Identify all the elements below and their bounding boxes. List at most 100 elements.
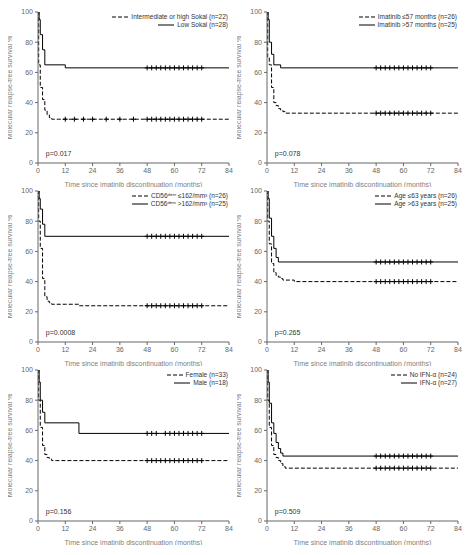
svg-text:84: 84 <box>454 525 462 532</box>
svg-text:40: 40 <box>254 99 262 106</box>
svg-text:72: 72 <box>427 346 435 353</box>
svg-text:Molecular relapse-free surviva: Molecular relapse-free survival % <box>237 36 243 139</box>
svg-text:20: 20 <box>254 487 262 494</box>
svg-text:24: 24 <box>89 346 97 353</box>
svg-text:84: 84 <box>225 167 233 174</box>
svg-text:36: 36 <box>116 525 124 532</box>
svg-text:84: 84 <box>225 346 233 353</box>
svg-text:20: 20 <box>254 308 262 315</box>
svg-text:Molecular relapse-free surviva: Molecular relapse-free survival % <box>237 394 243 497</box>
svg-text:0: 0 <box>29 517 33 524</box>
svg-text:Time since imatinib discontinu: Time since imatinib discontinuation (mon… <box>294 539 432 545</box>
svg-text:0: 0 <box>36 525 40 532</box>
svg-text:12: 12 <box>290 346 298 353</box>
svg-text:36: 36 <box>345 346 353 353</box>
svg-text:12: 12 <box>61 346 69 353</box>
svg-text:Molecular relapse-free surviva: Molecular relapse-free survival % <box>8 36 14 139</box>
svg-text:0: 0 <box>36 167 40 174</box>
svg-text:36: 36 <box>116 167 124 174</box>
svg-text:p=0.156: p=0.156 <box>46 508 72 516</box>
svg-text:80: 80 <box>25 397 33 404</box>
svg-text:72: 72 <box>198 167 206 174</box>
svg-text:72: 72 <box>427 525 435 532</box>
svg-text:12: 12 <box>61 167 69 174</box>
svg-text:Molecular relapse-free surviva: Molecular relapse-free survival % <box>8 215 14 318</box>
svg-text:84: 84 <box>225 525 233 532</box>
svg-text:24: 24 <box>318 167 326 174</box>
svg-text:60: 60 <box>400 346 408 353</box>
svg-text:60: 60 <box>171 346 179 353</box>
svg-text:60: 60 <box>254 248 262 255</box>
svg-text:12: 12 <box>290 167 298 174</box>
svg-text:12: 12 <box>61 525 69 532</box>
svg-text:0: 0 <box>258 338 262 345</box>
svg-text:40: 40 <box>25 278 33 285</box>
svg-text:80: 80 <box>25 39 33 46</box>
svg-text:72: 72 <box>198 346 206 353</box>
svg-text:p=0.0008: p=0.0008 <box>46 329 75 337</box>
svg-text:0: 0 <box>258 159 262 166</box>
svg-text:0: 0 <box>265 346 269 353</box>
svg-text:60: 60 <box>25 69 33 76</box>
svg-text:40: 40 <box>254 278 262 285</box>
svg-text:36: 36 <box>116 346 124 353</box>
svg-text:100: 100 <box>250 366 262 373</box>
svg-text:100: 100 <box>250 187 262 194</box>
svg-text:60: 60 <box>254 69 262 76</box>
svg-text:48: 48 <box>143 525 151 532</box>
svg-text:36: 36 <box>345 167 353 174</box>
svg-text:24: 24 <box>318 525 326 532</box>
svg-text:48: 48 <box>372 167 380 174</box>
svg-text:p=0.078: p=0.078 <box>275 150 301 158</box>
svg-text:60: 60 <box>254 427 262 434</box>
svg-text:84: 84 <box>454 167 462 174</box>
svg-text:Time since imatinib discontinu: Time since imatinib discontinuation (mon… <box>65 360 203 366</box>
svg-text:Molecular relapse-free surviva: Molecular relapse-free survival % <box>237 215 243 318</box>
svg-text:60: 60 <box>171 525 179 532</box>
svg-text:20: 20 <box>25 487 33 494</box>
svg-text:0: 0 <box>29 159 33 166</box>
svg-text:60: 60 <box>171 167 179 174</box>
svg-text:100: 100 <box>21 8 33 15</box>
svg-text:60: 60 <box>25 427 33 434</box>
svg-text:24: 24 <box>318 346 326 353</box>
svg-text:12: 12 <box>290 525 298 532</box>
svg-text:0: 0 <box>258 517 262 524</box>
svg-text:Time since imatinib discontinu: Time since imatinib discontinuation (mon… <box>65 181 203 187</box>
svg-text:0: 0 <box>29 338 33 345</box>
svg-text:72: 72 <box>198 525 206 532</box>
svg-text:p=0.017: p=0.017 <box>46 150 72 158</box>
svg-text:40: 40 <box>25 99 33 106</box>
svg-text:p=0.509: p=0.509 <box>275 508 301 516</box>
svg-text:72: 72 <box>427 167 435 174</box>
svg-text:80: 80 <box>254 397 262 404</box>
svg-text:60: 60 <box>400 167 408 174</box>
svg-text:60: 60 <box>25 248 33 255</box>
svg-text:Time since imatinib discontinu: Time since imatinib discontinuation (mon… <box>294 181 432 187</box>
svg-text:100: 100 <box>21 187 33 194</box>
svg-text:36: 36 <box>345 525 353 532</box>
svg-text:80: 80 <box>254 218 262 225</box>
svg-text:Time since imatinib discontinu: Time since imatinib discontinuation (mon… <box>65 539 203 545</box>
svg-text:24: 24 <box>89 525 97 532</box>
svg-text:Molecular relapse-free surviva: Molecular relapse-free survival % <box>8 394 14 497</box>
svg-text:24: 24 <box>89 167 97 174</box>
svg-text:0: 0 <box>265 525 269 532</box>
svg-text:80: 80 <box>254 39 262 46</box>
svg-text:40: 40 <box>25 457 33 464</box>
svg-text:84: 84 <box>454 346 462 353</box>
svg-text:0: 0 <box>265 167 269 174</box>
svg-text:40: 40 <box>254 457 262 464</box>
svg-text:100: 100 <box>250 8 262 15</box>
svg-text:20: 20 <box>25 129 33 136</box>
svg-text:p=0.265: p=0.265 <box>275 329 301 337</box>
svg-text:20: 20 <box>254 129 262 136</box>
svg-text:0: 0 <box>36 346 40 353</box>
svg-text:48: 48 <box>143 346 151 353</box>
svg-text:48: 48 <box>143 167 151 174</box>
svg-text:48: 48 <box>372 346 380 353</box>
svg-text:20: 20 <box>25 308 33 315</box>
svg-text:100: 100 <box>21 366 33 373</box>
svg-text:Time since imatinib discontinu: Time since imatinib discontinuation (mon… <box>294 360 432 366</box>
svg-text:48: 48 <box>372 525 380 532</box>
